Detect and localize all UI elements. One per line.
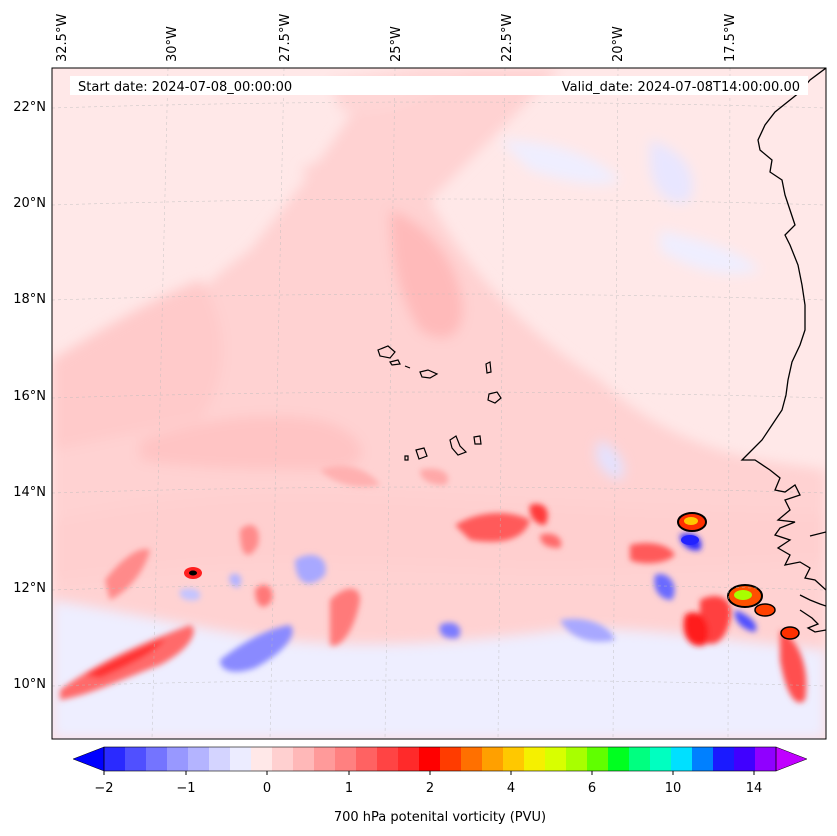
colorbar-cell (566, 747, 588, 771)
start-date-label: Start date: 2024-07-08_00:00:00 (78, 80, 292, 95)
colorbar-tick-label: 14 (746, 781, 763, 796)
colorbar-cell (545, 747, 567, 771)
colorbar-tick-label: −2 (94, 781, 113, 796)
colorbar-cell (440, 747, 462, 771)
colorbar-tick-label: 6 (588, 781, 596, 796)
pv-max-guinea-core (734, 590, 752, 600)
colorbar-cell (209, 747, 231, 771)
africa-coastline (740, 68, 826, 633)
pv-field-negative (179, 533, 757, 672)
colorbar-ticks (103, 771, 755, 775)
colorbar-cell (692, 747, 714, 771)
map-frame (51, 67, 827, 740)
colorbar-tick-labels: −2 −1 0 1 2 4 6 10 14 (94, 781, 762, 796)
colorbar-cell (335, 747, 357, 771)
lon-label: 20°W (611, 26, 626, 62)
lon-label: 25°W (389, 26, 404, 62)
colorbar-cell (734, 747, 756, 771)
latitude-labels: 22°N 20°N 18°N 16°N 14°N 12°N 10°N (13, 100, 46, 692)
pv-max-sierra-leone (780, 626, 800, 640)
colorbar-cell (251, 747, 273, 771)
colorbar-cell (461, 747, 483, 771)
lon-label: 32.5°W (55, 14, 70, 62)
longitude-labels: 32.5°W 30°W 27.5°W 25°W 22.5°W 20°W 17.5… (55, 14, 738, 62)
colorbar-cell (503, 747, 525, 771)
colorbar-cell (167, 747, 189, 771)
lat-label: 10°N (13, 677, 46, 692)
colorbar-extend-low (72, 746, 105, 772)
colorbar-cell (377, 747, 399, 771)
colorbar-cell (629, 747, 651, 771)
valid-date-label: Valid_date: 2024-07-08T14:00:00.00 (562, 80, 800, 95)
colorbar-cell (104, 747, 126, 771)
colorbar-tick-label: 10 (665, 781, 682, 796)
colorbar-cell (398, 747, 420, 771)
lat-label: 12°N (13, 581, 46, 596)
colorbar-cell (272, 747, 294, 771)
lat-label: 20°N (13, 196, 46, 211)
map-panel (52, 68, 826, 739)
lat-label: 16°N (13, 389, 46, 404)
lon-label: 27.5°W (278, 14, 293, 62)
colorbar-tick-label: 4 (507, 781, 515, 796)
colorbar-tick-label: 1 (345, 781, 353, 796)
pv-max-senegal-core (684, 517, 698, 525)
colorbar-frame (103, 746, 777, 772)
colorbar: −2 −1 0 1 2 4 6 10 14 700 hPa potenital … (72, 746, 808, 825)
pv-field-negative-light (52, 140, 826, 739)
pv-max-guinea-east (754, 603, 776, 617)
lat-label: 18°N (13, 292, 46, 307)
colorbar-tick-label: 2 (426, 781, 434, 796)
colorbar-cell (188, 747, 210, 771)
colorbar-cell (125, 747, 147, 771)
lon-label: 17.5°W (723, 14, 738, 62)
colorbar-cell (356, 747, 378, 771)
colorbar-title: 700 hPa potenital vorticity (PVU) (334, 810, 546, 825)
lat-label: 22°N (13, 100, 46, 115)
colorbar-tick-label: −1 (176, 781, 195, 796)
colorbar-tick-label: 0 (263, 781, 271, 796)
colorbar-cell (293, 747, 315, 771)
colorbar-cell (524, 747, 546, 771)
colorbar-cell (713, 747, 735, 771)
pv-max-30w-core (189, 570, 197, 576)
colorbar-cell (146, 747, 168, 771)
colorbar-cell (650, 747, 672, 771)
colorbar-cell (419, 747, 441, 771)
cape-verde-islands (377, 345, 502, 461)
colorbar-cell (482, 747, 504, 771)
pv-field-positive (60, 465, 807, 703)
pv-maxima (184, 512, 800, 640)
colorbar-cells (104, 747, 777, 771)
gridlines (52, 68, 826, 739)
colorbar-extend-high (775, 746, 808, 772)
lat-label: 14°N (13, 485, 46, 500)
colorbar-cell (755, 747, 777, 771)
lon-label: 22.5°W (500, 14, 515, 62)
header-box (70, 76, 808, 95)
colorbar-cell (230, 747, 252, 771)
lon-label: 30°W (165, 26, 180, 62)
colorbar-cell (587, 747, 609, 771)
colorbar-cell (608, 747, 630, 771)
colorbar-cell (671, 747, 693, 771)
colorbar-cell (314, 747, 336, 771)
pv-min-senegal (681, 535, 699, 545)
